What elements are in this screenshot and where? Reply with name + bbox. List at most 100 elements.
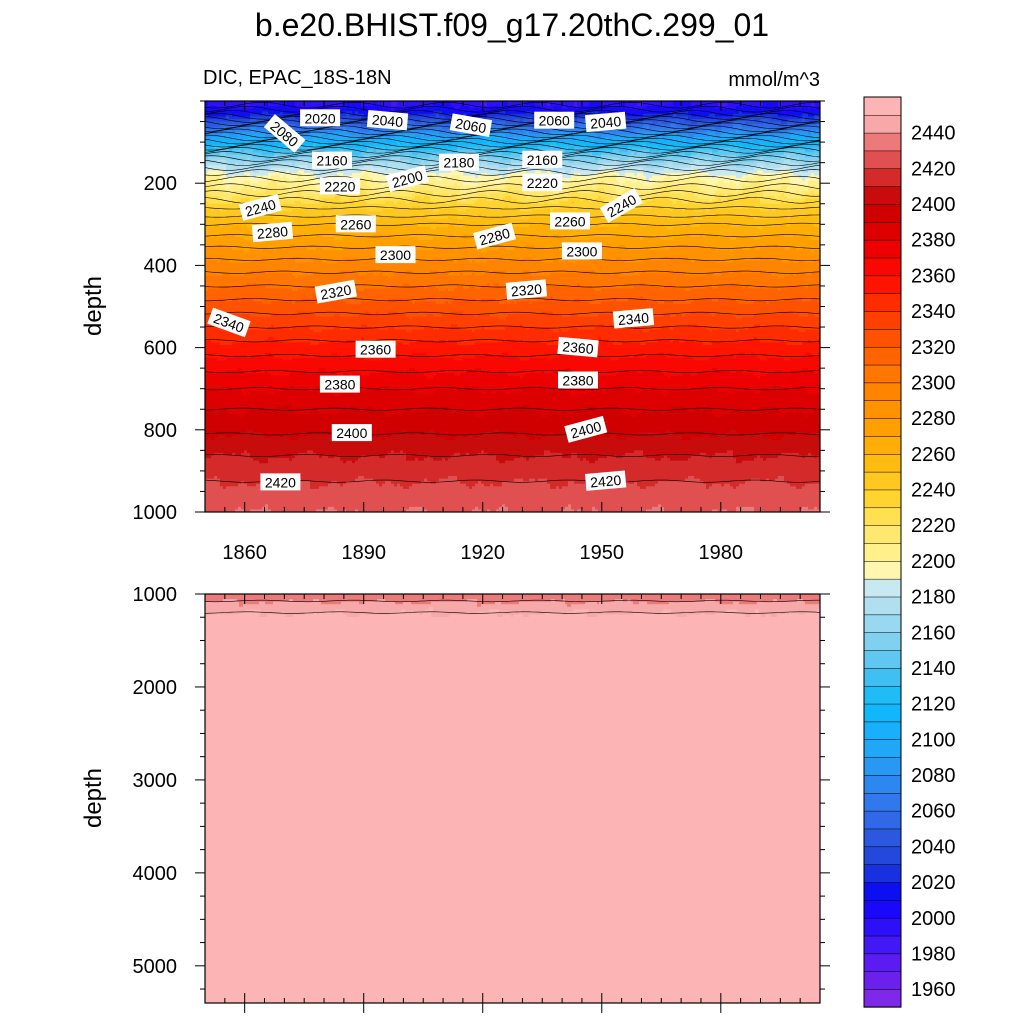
contour-fill-cell [322, 167, 326, 174]
contour-fill-cell [226, 111, 230, 115]
contour-fill-cell [259, 301, 263, 318]
contour-fill-cell [208, 388, 212, 411]
contour-fill-cell [247, 226, 251, 241]
contour-fill-cell [244, 116, 248, 120]
contour-fill-cell [229, 414, 233, 439]
contour-fill-cell [262, 506, 266, 512]
contour-fill-cell [337, 239, 341, 251]
contour-fill-cell [337, 483, 341, 512]
contour-fill-cell [223, 224, 227, 236]
contour-fill-cell [211, 440, 215, 457]
contour-fill-cell [322, 434, 326, 457]
contour-fill-cell [277, 170, 281, 177]
contour-fill-cell [238, 275, 242, 287]
contour-fill-cell [223, 185, 227, 195]
contour-fill-cell [256, 285, 260, 303]
contour-fill-cell [334, 327, 338, 341]
contour-fill-cell [286, 167, 290, 172]
contour-fill-cell [283, 247, 287, 262]
contour-fill-cell [331, 329, 335, 341]
contour-fill-cell [253, 113, 257, 118]
contour-fill-cell [232, 134, 236, 138]
contour-fill-cell [235, 329, 239, 344]
contour-fill-cell [205, 149, 209, 154]
upper-panel-contour-fill [205, 101, 820, 512]
contour-fill-cell [334, 239, 338, 251]
contour-fill-cell [214, 118, 218, 123]
contour-fill-cell [301, 157, 305, 161]
contour-fill-cell [205, 373, 209, 390]
contour-fill-cell [280, 391, 284, 408]
contour-fill-cell [280, 196, 284, 205]
contour-fill-cell [313, 198, 317, 205]
contour-fill-cell [226, 345, 230, 359]
contour-fill-cell [334, 301, 338, 316]
contour-fill-cell [238, 216, 242, 226]
contour-fill-cell [223, 360, 227, 375]
contour-fill-cell [205, 126, 209, 131]
contour-fill-cell [307, 203, 311, 210]
contour-fill-cell [328, 134, 332, 141]
contour-fill-cell [340, 126, 344, 133]
contour-fill-cell [247, 134, 251, 138]
contour-fill-cell [265, 391, 269, 411]
contour-fill-cell [292, 180, 296, 192]
contour-fill-cell [256, 316, 260, 331]
contour-fill-cell [244, 134, 248, 141]
contour-fill-cell [265, 116, 269, 120]
contour-fill-cell [265, 409, 269, 439]
contour-fill-cell [229, 386, 233, 416]
contour-fill-cell [259, 355, 263, 375]
contour-fill-cell [217, 131, 221, 136]
contour-fill-cell [295, 116, 299, 120]
contour-fill-cell [211, 157, 215, 164]
contour-fill-cell [229, 455, 233, 488]
contour-fill-cell [247, 129, 251, 133]
contour-fill-cell [286, 170, 290, 179]
contour-fill-cell [205, 224, 209, 238]
contour-fill-cell [316, 332, 320, 346]
contour-fill-cell [232, 149, 236, 156]
contour-fill-cell [280, 142, 284, 149]
contour-fill-cell [283, 144, 287, 149]
contour-fill-cell [298, 185, 302, 195]
contour-fill-cell [277, 154, 281, 161]
contour-fill-cell [238, 196, 242, 202]
contour-fill-cell [277, 391, 281, 408]
contour-fill-cell [220, 203, 224, 213]
contour-fill-cell [211, 144, 215, 151]
contour-fill-cell [250, 136, 254, 141]
contour-fill-cell [229, 357, 233, 372]
contour-fill-cell [271, 216, 275, 228]
contour-fill-cell [313, 285, 317, 298]
contour-fill-cell [250, 154, 254, 161]
contour-fill-cell [250, 113, 254, 118]
contour-fill-cell [262, 355, 266, 375]
contour-fill-cell [292, 440, 296, 459]
contour-fill-cell [271, 239, 275, 251]
contour-fill-cell [265, 129, 269, 133]
contour-fill-cell [268, 337, 272, 354]
contour-fill-cell [313, 332, 317, 346]
contour-fill-cell [298, 216, 302, 226]
contour-fill-cell [247, 106, 251, 110]
contour-fill-cell [319, 332, 323, 344]
contour-fill-cell [214, 152, 218, 156]
contour-fill-cell [337, 196, 341, 210]
contour-fill-cell [337, 208, 341, 218]
contour-fill-cell [313, 409, 317, 434]
contour-fill-cell [280, 101, 284, 110]
contour-fill-cell [277, 458, 281, 480]
contour-fill-cell [295, 234, 299, 249]
contour-fill-cell [217, 142, 221, 146]
contour-fill-cell [271, 324, 275, 339]
contour-fill-cell [256, 124, 260, 131]
contour-fill-cell [280, 149, 284, 154]
contour-fill-cell [328, 414, 332, 436]
contour-fill-cell [229, 121, 233, 125]
contour-fill-cell [214, 275, 218, 290]
contour-fill-cell [250, 355, 254, 375]
contour-fill-cell [217, 154, 221, 159]
contour-fill-cell [223, 434, 227, 457]
contour-fill-cell [280, 301, 284, 316]
